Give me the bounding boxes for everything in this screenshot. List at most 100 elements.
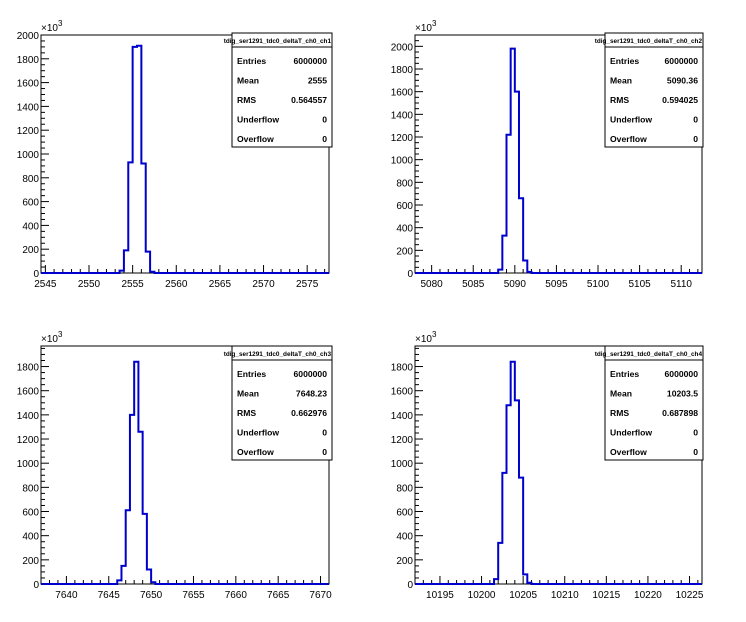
stats-box: tdig_ser1291_tdc0_deltaT_ch0_ch4 Entries 6… [595,345,704,461]
stats-box-frame [604,345,704,461]
y-tick-label: 800 [396,178,413,189]
y-tick-label: 1400 [17,411,40,422]
x-tick-label: 5095 [545,279,568,290]
x-tick-label: 2575 [296,279,319,290]
y-tick-label: 200 [396,246,413,257]
stats-value: 2555 [308,76,327,86]
y-multiplier-base: ×10 [415,23,432,34]
y-tick-label: 1200 [17,126,40,137]
x-tick-label: 5080 [421,279,444,290]
y-tick-label: 1400 [391,411,414,422]
histogram-pad-4: 10195 10200 10205 10210 10215 10220 10225 0 200 4… [391,330,704,601]
y-axis-multiplier: ×103 [415,330,437,345]
stats-value: 6000000 [294,369,328,379]
y-tick-label: 2000 [17,31,40,42]
y-tick-label: 1800 [17,55,40,66]
stats-label: Underflow [237,115,279,125]
stats-title: tdig_ser1291_tdc0_deltaT_ch0_ch2 [595,38,703,45]
x-tick-label: 7670 [309,590,332,601]
histogram-bin [126,510,130,584]
histogram-bin [519,478,523,584]
y-axis-multiplier: ×103 [415,19,437,34]
histogram-bin [527,583,531,584]
x-tick-label: 10205 [509,590,537,601]
x-tick-label: 5090 [504,279,527,290]
stats-value: 0 [693,134,698,144]
y-tick-label: 1400 [391,110,414,121]
y-multiplier-exponent: 3 [58,330,63,339]
y-tick-label: 1800 [17,363,40,374]
histogram-bin [120,271,124,273]
x-tick-label: 5110 [670,279,692,290]
histogram-bin [515,400,519,584]
y-tick-label: 1800 [391,363,414,374]
y-tick-label: 600 [396,508,413,519]
stats-label: Underflow [610,115,652,125]
stats-value: 0 [322,115,327,125]
stats-title: tdig_ser1291_tdc0_deltaT_ch0_ch3 [224,351,332,358]
x-tick-label: 2545 [34,279,57,290]
stats-label: Overflow [237,134,274,144]
y-tick-label: 200 [396,556,413,567]
stats-box-frame [604,32,704,148]
stats-label: Underflow [237,428,279,438]
stats-title: tdig_ser1291_tdc0_deltaT_ch0_ch4 [595,351,703,358]
x-tick-label: 10200 [468,590,496,601]
y-tick-label: 1000 [17,459,40,470]
stats-box-frame [231,345,333,461]
stats-value: 0.564557 [291,95,327,105]
histogram-bin [151,582,155,584]
stats-value: 0 [693,115,698,125]
y-tick-label: 200 [22,556,39,567]
stats-label: Underflow [610,428,652,438]
y-tick-label: 1400 [17,102,40,113]
y-multiplier-exponent: 3 [432,330,437,339]
stats-value: 0 [693,447,698,457]
y-tick-label: 2000 [391,42,414,53]
y-tick-label: 1200 [391,435,414,446]
histogram-bin [124,250,128,273]
histogram-bin [138,432,142,584]
histogram-bin [150,272,154,273]
stats-box: tdig_ser1291_tdc0_deltaT_ch0_ch3 Entries 6… [224,345,333,461]
stats-title: tdig_ser1291_tdc0_deltaT_ch0_ch1 [224,38,332,45]
y-tick-label: 400 [396,532,413,543]
x-tick-label: 7645 [98,590,121,601]
y-tick-label: 1600 [17,387,40,398]
y-tick-label: 1600 [391,88,414,99]
y-tick-label: 1000 [391,156,414,167]
histogram-bin [128,162,132,273]
y-tick-label: 1600 [17,79,40,90]
stats-value: 5090.36 [667,76,698,86]
y-tick-label: 400 [22,532,39,543]
stats-value: 0 [322,134,327,144]
stats-label: Entries [237,56,266,66]
x-tick-label: 10215 [592,590,620,601]
x-tick-label: 10195 [426,590,454,601]
y-tick-label: 0 [33,269,39,280]
y-tick-label: 400 [396,224,413,235]
histogram-series-line [415,47,702,274]
histogram-bin [507,405,511,584]
x-tick-label: 7640 [55,590,78,601]
histogram-series-line [415,360,702,585]
histogram-bin [146,252,150,273]
stats-label: Mean [237,76,259,86]
histogram-bin [494,579,498,584]
x-tick-label: 2565 [209,279,232,290]
histogram-bin [523,261,527,273]
histogram-series-line [41,44,329,274]
y-tick-label: 1000 [391,459,414,470]
stats-value: 0.594025 [662,95,698,105]
histogram-bin [515,92,519,273]
histogram-bin [498,543,502,584]
stats-value: 6000000 [665,369,699,379]
histogram-bin [143,514,147,584]
y-tick-label: 0 [33,580,39,591]
histogram-bin [527,272,531,273]
histogram-bin [137,46,141,273]
histogram-series-line [41,360,329,585]
stats-label: RMS [237,95,256,105]
x-tick-label: 7660 [225,590,248,601]
